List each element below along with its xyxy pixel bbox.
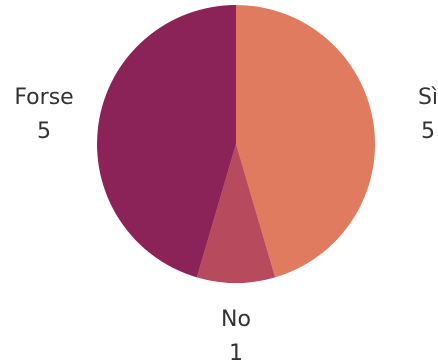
slice-category-label: Forse [14,85,73,110]
pie-slice-1 [236,5,376,278]
slice-category-label: No [221,307,251,332]
pie-slice-3 [96,5,237,278]
pie-slices [96,5,376,283]
pie-slice-2 [196,144,276,283]
slice-value-label: 1 [229,341,243,364]
slice-category-label: Sì [418,85,438,110]
slice-value-label: 5 [421,119,435,144]
pie-labels: Sì 5 No 1 Forse 5 [14,85,438,364]
slice-value-label: 5 [37,119,51,144]
